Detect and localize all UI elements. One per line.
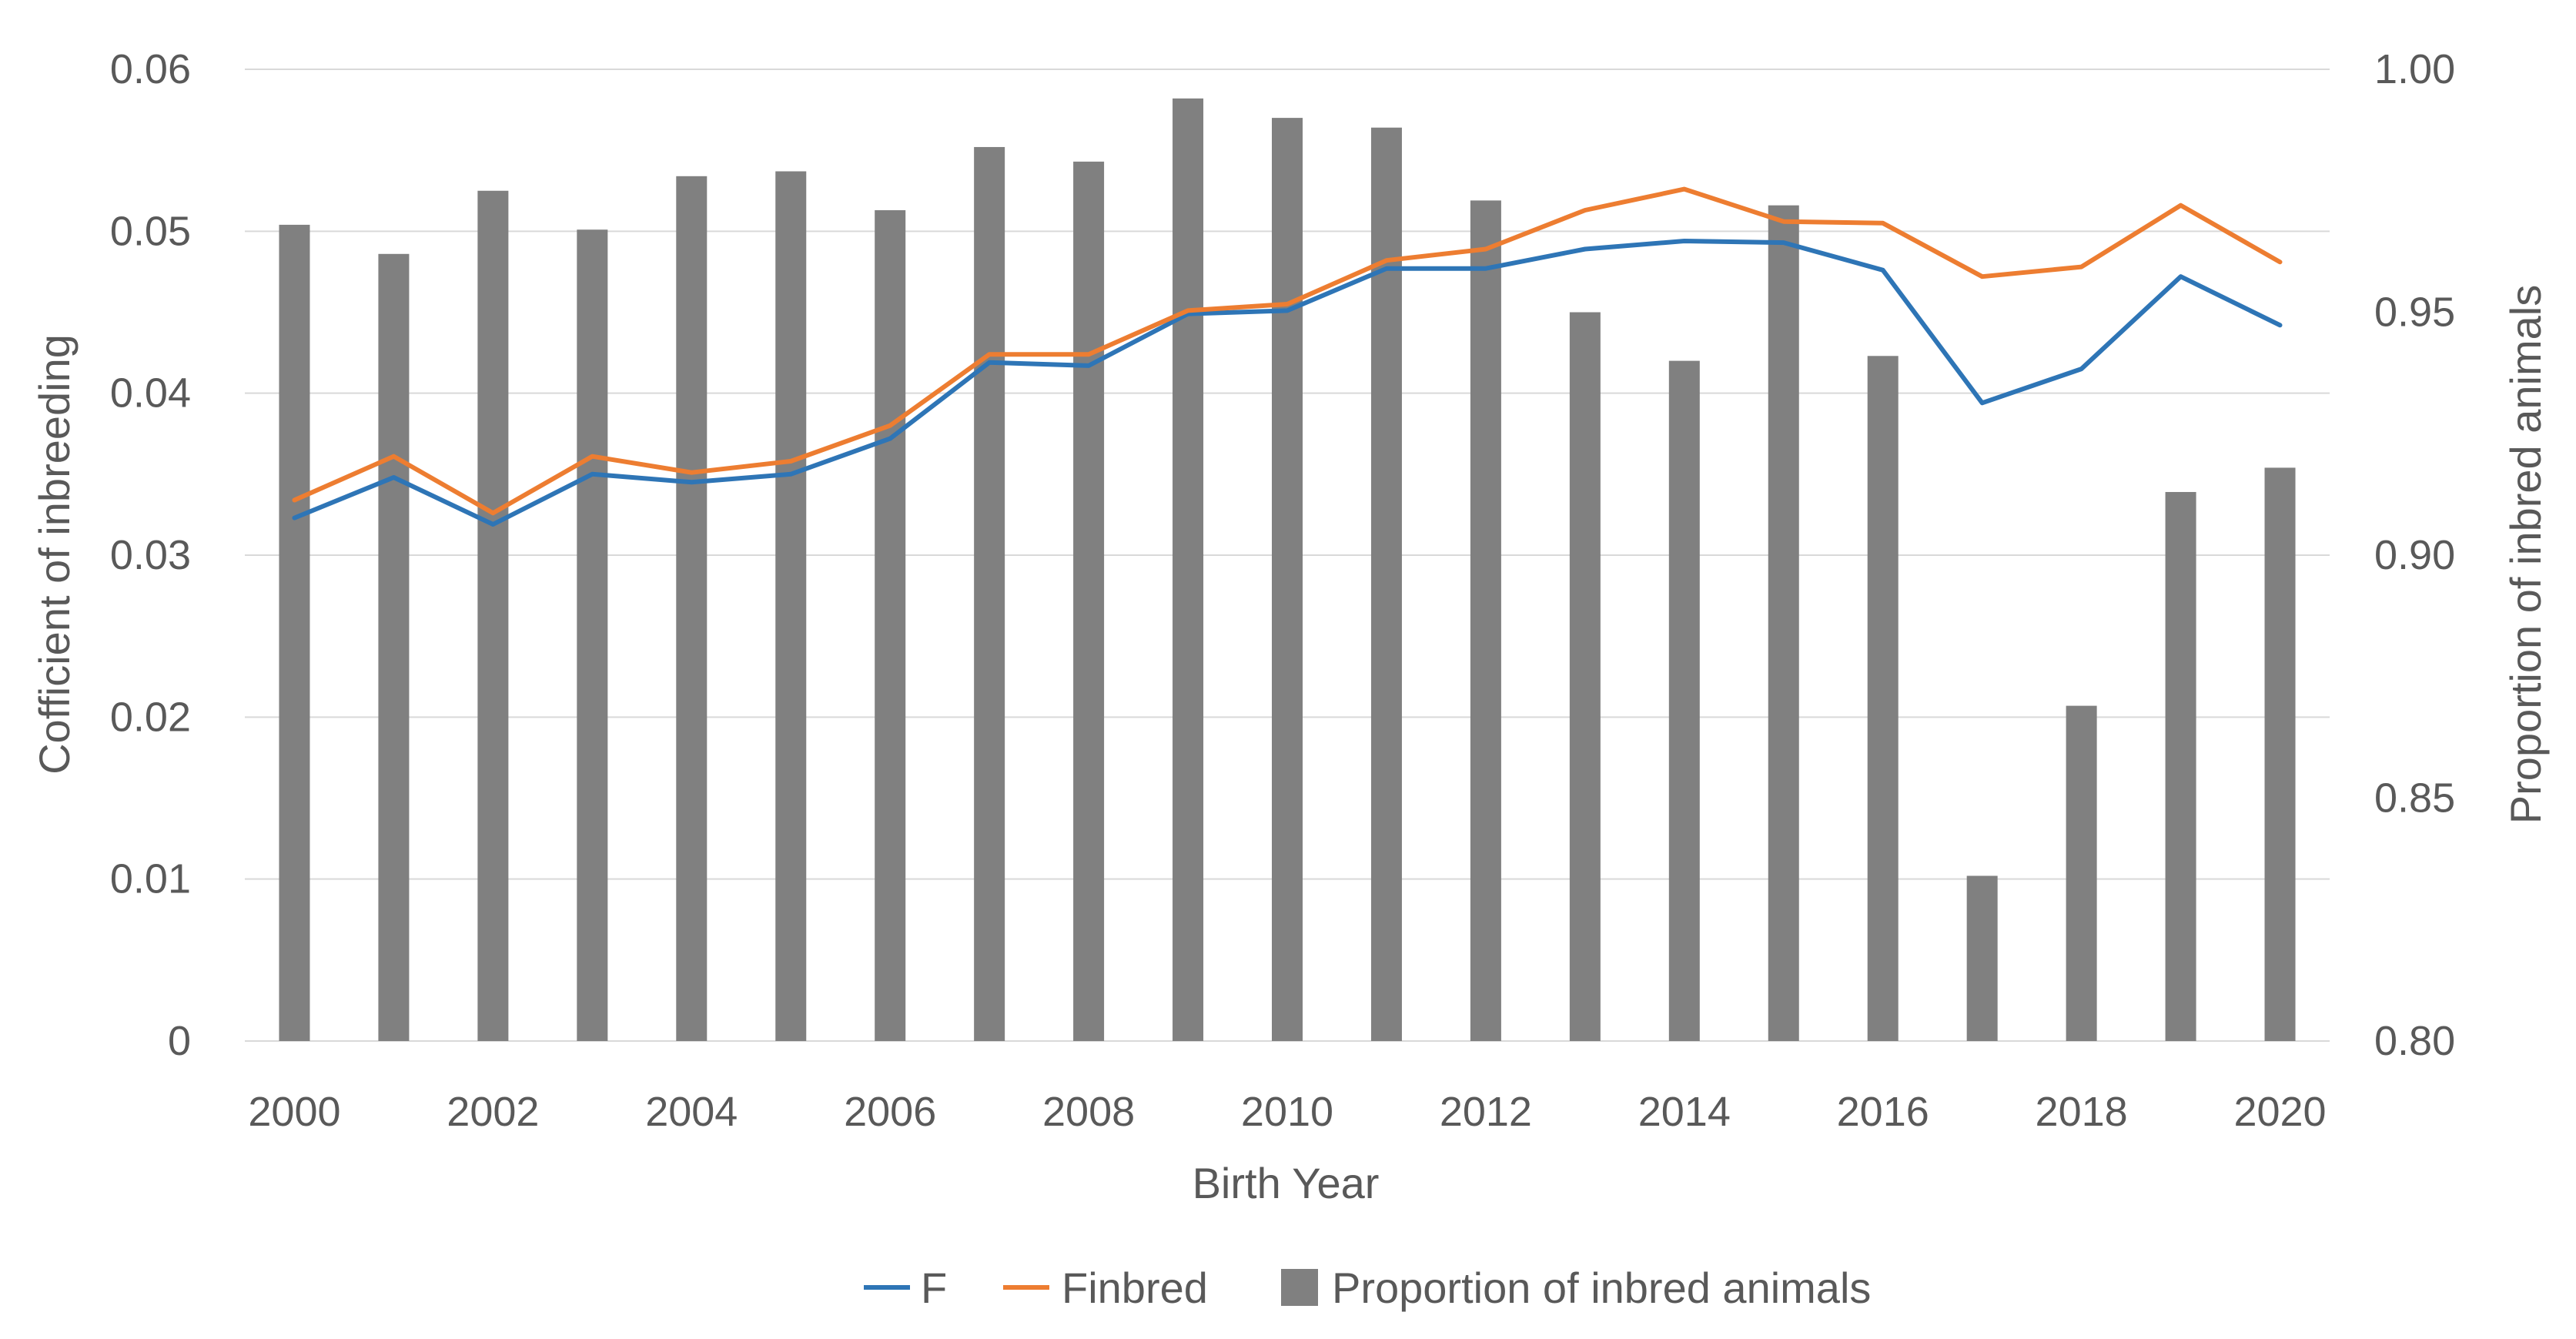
- legend: F Finbred Proportion of inbred animals: [864, 1264, 1871, 1312]
- legend-label-proportion: Proportion of inbred animals: [1332, 1264, 1871, 1312]
- x-tick-label: 2008: [1042, 1089, 1135, 1135]
- bar: [775, 171, 807, 1041]
- x-tick-label: 2002: [447, 1089, 539, 1135]
- bar: [577, 229, 608, 1042]
- x-tick-label: 2010: [1241, 1089, 1333, 1135]
- x-tick-label: 2016: [1837, 1089, 1929, 1135]
- y-axis-right-title: Proportion of inbred animals: [2501, 285, 2550, 824]
- bar: [1370, 127, 1402, 1042]
- x-tick-label: 2020: [2233, 1089, 2326, 1135]
- y-left-tick-label: 0.02: [110, 694, 191, 740]
- y-right-tick-label: 0.85: [2374, 775, 2455, 822]
- bar: [974, 146, 1005, 1042]
- y-left-tick-label: 0.03: [110, 532, 191, 578]
- legend-swatch-proportion: [1281, 1269, 1318, 1306]
- axis-ticks: 0 0.01 0.02 0.03 0.04 0.05 0.06 0.80 0.85 0.90 0.9…: [110, 46, 2455, 1135]
- x-tick-label: 2004: [645, 1089, 738, 1135]
- bar: [1768, 205, 1799, 1042]
- bar: [477, 190, 509, 1041]
- y-right-tick-label: 0.90: [2374, 532, 2455, 578]
- y-right-tick-label: 0.80: [2374, 1018, 2455, 1064]
- line-series: [292, 186, 2283, 527]
- x-tick-label: 2014: [1638, 1089, 1731, 1135]
- y-left-tick-label: 0.06: [110, 46, 191, 92]
- bar: [2066, 705, 2097, 1041]
- y-left-tick-label: 0.01: [110, 856, 191, 902]
- y-right-tick-label: 0.95: [2374, 290, 2455, 336]
- y-axis-left-title: Cofficient of inbreeding: [30, 334, 79, 775]
- bar: [1966, 875, 1998, 1041]
- bar: [1470, 200, 1501, 1041]
- bar: [1569, 312, 1601, 1041]
- x-axis-title: Birth Year: [1193, 1159, 1380, 1207]
- x-tick-label: 2018: [2036, 1089, 2128, 1135]
- bar: [1867, 356, 1899, 1041]
- y-left-tick-label: 0: [168, 1018, 191, 1064]
- bar: [676, 176, 708, 1041]
- legend-label-f: F: [921, 1264, 947, 1312]
- line-finbred: [292, 186, 2283, 516]
- x-tick-label: 2006: [844, 1089, 936, 1135]
- legend-label-finbred: Finbred: [1062, 1264, 1208, 1312]
- bar: [1272, 118, 1303, 1042]
- line-f: [292, 239, 2283, 527]
- bar-series-proportion: [279, 98, 2296, 1042]
- bar: [1668, 360, 1700, 1042]
- bar: [2264, 467, 2296, 1041]
- x-tick-label: 2012: [1440, 1089, 1532, 1135]
- y-right-tick-label: 1.00: [2374, 46, 2455, 92]
- y-left-tick-label: 0.05: [110, 208, 191, 254]
- x-tick-label: 2000: [248, 1089, 340, 1135]
- bar: [1173, 98, 1204, 1042]
- bar: [2165, 491, 2196, 1041]
- bar: [279, 224, 310, 1041]
- bar: [1073, 161, 1105, 1041]
- bar: [875, 209, 906, 1041]
- y-left-tick-label: 0.04: [110, 370, 191, 417]
- bar: [378, 253, 410, 1041]
